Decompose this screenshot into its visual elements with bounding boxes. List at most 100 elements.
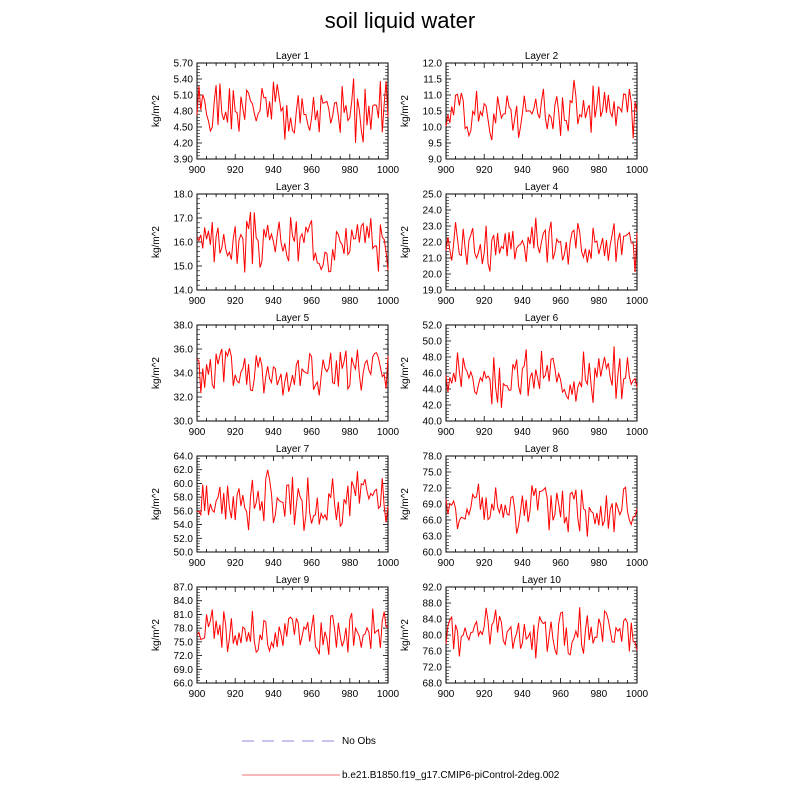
- y-tick-label: 44.0: [423, 385, 443, 396]
- series-line: [445, 607, 638, 659]
- x-tick-label: 920: [476, 165, 493, 176]
- panel-10: Layer 10 900 920 940 960 980 1000 68.0 72.0 76.0 8…: [400, 575, 649, 700]
- series-line: [196, 348, 389, 396]
- x-tick-label: 920: [476, 689, 493, 700]
- panel-title: Layer 5: [276, 313, 310, 324]
- y-tick-label: 15.0: [174, 262, 194, 273]
- x-tick-label: 900: [438, 558, 455, 569]
- y-tick-label: 36.0: [174, 345, 194, 356]
- y-tick-label: 68.0: [423, 679, 443, 690]
- y-tick-label: 9.5: [428, 139, 442, 150]
- x-tick-label: 940: [514, 165, 531, 176]
- x-tick-label: 980: [590, 165, 607, 176]
- panel-7: Layer 7 900 920 940 960 980 1000 50.0 52.0 54.0 56…: [151, 444, 400, 569]
- y-tick-label: 81.0: [174, 610, 194, 621]
- y-tick-label: 84.0: [174, 596, 194, 607]
- y-tick-label: 42.0: [423, 401, 443, 412]
- legend-model-label: b.e21.B1850.f19_g17.CMIP6-piControl-2deg…: [342, 770, 560, 781]
- y-tick-label: 24.0: [423, 206, 443, 217]
- x-tick-label: 920: [476, 558, 493, 569]
- y-tick-label: 58.0: [174, 493, 194, 504]
- y-tick-label: 9.0: [428, 155, 442, 166]
- y-axis-label: kg/m^2: [151, 619, 162, 651]
- y-tick-label: 78.0: [174, 624, 194, 635]
- x-tick-label: 940: [514, 296, 531, 307]
- y-tick-label: 84.0: [423, 615, 443, 626]
- y-tick-label: 30.0: [174, 417, 194, 428]
- series-line: [445, 79, 638, 141]
- x-tick-label: 900: [189, 296, 206, 307]
- y-axis-label: kg/m^2: [151, 357, 162, 389]
- y-tick-label: 69.0: [174, 665, 194, 676]
- y-tick-label: 50.0: [423, 337, 443, 348]
- x-tick-label: 920: [227, 558, 244, 569]
- x-tick-label: 900: [438, 427, 455, 438]
- x-tick-label: 960: [303, 558, 320, 569]
- y-tick-label: 20.0: [423, 270, 443, 281]
- x-tick-label: 980: [341, 427, 358, 438]
- x-tick-label: 1000: [377, 558, 400, 569]
- y-tick-label: 52.0: [423, 321, 443, 332]
- y-tick-label: 32.0: [174, 393, 194, 404]
- y-tick-label: 16.0: [174, 238, 194, 249]
- y-tick-label: 4.50: [174, 123, 194, 134]
- x-tick-label: 940: [265, 689, 282, 700]
- series-line: [445, 483, 638, 537]
- y-tick-label: 46.0: [423, 369, 443, 380]
- panel-6: Layer 6 900 920 940 960 980 1000 40.0 42.0 44.0 46…: [400, 313, 649, 438]
- y-tick-label: 87.0: [174, 583, 194, 594]
- y-axis-label: kg/m^2: [400, 95, 411, 127]
- x-tick-label: 980: [590, 558, 607, 569]
- panel-title: Layer 2: [525, 51, 559, 62]
- y-axis-label: kg/m^2: [400, 619, 411, 651]
- x-tick-label: 980: [341, 296, 358, 307]
- series-line: [196, 211, 389, 273]
- y-tick-label: 40.0: [423, 417, 443, 428]
- y-axis-label: kg/m^2: [151, 95, 162, 127]
- x-tick-label: 940: [265, 558, 282, 569]
- legend-obs-label: No Obs: [342, 736, 376, 747]
- plot-frame: [196, 586, 389, 684]
- x-tick-label: 960: [552, 165, 569, 176]
- y-tick-label: 72.0: [423, 484, 443, 495]
- y-tick-label: 52.0: [174, 534, 194, 545]
- x-tick-label: 940: [265, 427, 282, 438]
- y-tick-label: 34.0: [174, 369, 194, 380]
- x-tick-label: 1000: [377, 296, 400, 307]
- series-line: [445, 346, 638, 408]
- y-tick-label: 18.0: [174, 190, 194, 201]
- x-tick-label: 1000: [377, 165, 400, 176]
- y-tick-label: 66.0: [174, 679, 194, 690]
- y-tick-label: 17.0: [174, 214, 194, 225]
- x-tick-label: 980: [590, 689, 607, 700]
- x-tick-label: 920: [227, 165, 244, 176]
- plot-frame: [196, 455, 389, 553]
- x-tick-label: 900: [438, 296, 455, 307]
- x-tick-label: 1000: [377, 689, 400, 700]
- x-tick-label: 900: [438, 689, 455, 700]
- x-tick-label: 960: [303, 165, 320, 176]
- y-tick-label: 11.0: [423, 91, 442, 102]
- x-tick-label: 960: [552, 296, 569, 307]
- x-tick-label: 940: [265, 296, 282, 307]
- y-tick-label: 63.0: [423, 532, 443, 543]
- panel-title: Layer 7: [276, 444, 310, 455]
- panel-9: Layer 9 900 920 940 960 980 1000 66.0 69.0 72.0 75…: [151, 575, 400, 700]
- y-tick-label: 5.10: [174, 91, 194, 102]
- x-tick-label: 980: [341, 558, 358, 569]
- x-tick-label: 980: [341, 689, 358, 700]
- y-tick-label: 48.0: [423, 353, 443, 364]
- y-tick-label: 56.0: [174, 506, 194, 517]
- x-tick-label: 900: [189, 427, 206, 438]
- y-tick-label: 88.0: [423, 599, 443, 610]
- x-tick-label: 1000: [626, 427, 649, 438]
- x-tick-label: 920: [476, 427, 493, 438]
- x-tick-label: 980: [590, 427, 607, 438]
- panel-3: Layer 3 900 920 940 960 980 1000 14.0 15.0 16.0 17…: [151, 182, 400, 307]
- y-tick-label: 4.20: [174, 139, 194, 150]
- series-line: [196, 78, 389, 143]
- panel-title: Layer 4: [525, 182, 559, 193]
- panel-2: Layer 2 900 920 940 960 980 1000 9.0 9.5 10.0 10.5…: [400, 51, 649, 176]
- panel-8: Layer 8 900 920 940 960 980 1000 60.0 63.0 66.0 69…: [400, 444, 649, 569]
- y-tick-label: 54.0: [174, 520, 194, 531]
